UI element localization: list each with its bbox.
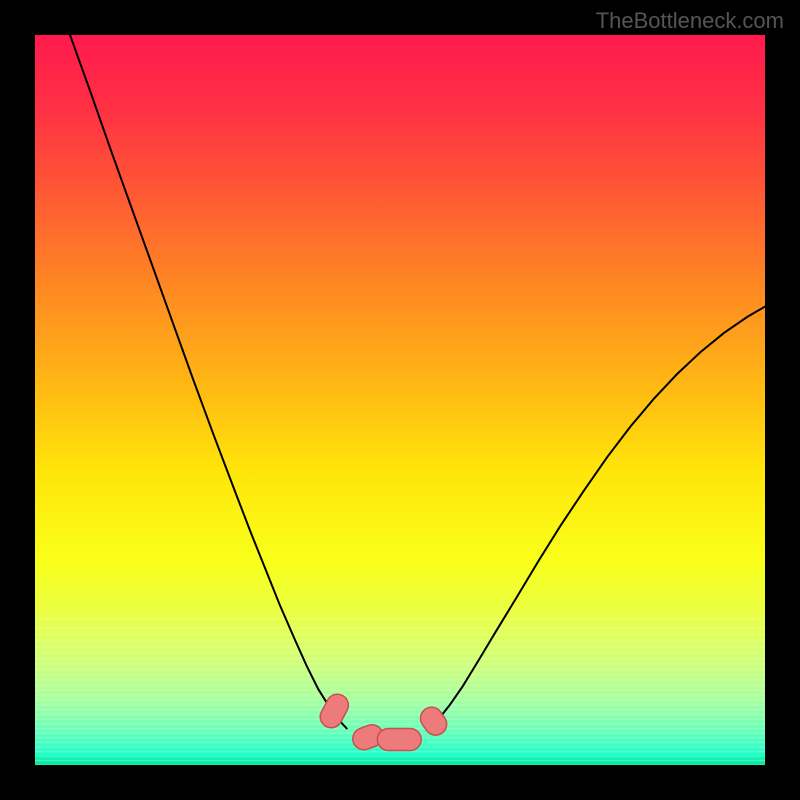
watermark-text: TheBottleneck.com xyxy=(596,8,784,34)
marker-pill xyxy=(377,728,421,750)
chart-canvas: TheBottleneck.com xyxy=(0,0,800,800)
gradient-background xyxy=(35,35,765,765)
plot-svg xyxy=(35,35,765,765)
plot-area xyxy=(35,35,765,765)
